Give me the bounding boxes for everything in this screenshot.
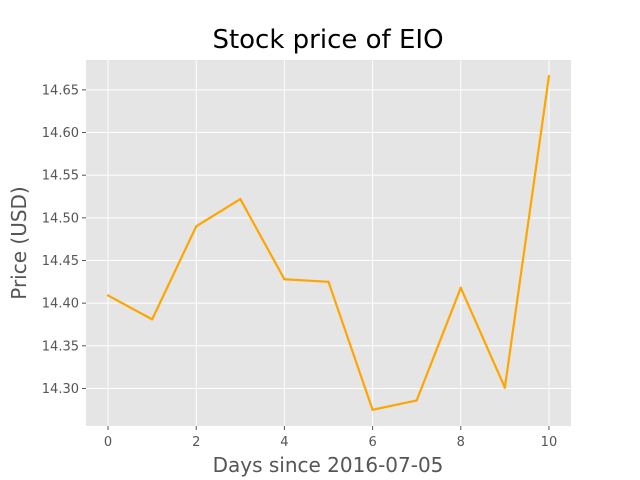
y-tick-label: 14.55 bbox=[42, 169, 79, 184]
y-axis-ticks: 14.30 14.35 14.40 14.45 14.50 14.55 14.60 14.65 bbox=[42, 83, 86, 397]
y-tick-label: 14.45 bbox=[42, 254, 79, 269]
price-point bbox=[327, 280, 330, 284]
x-tick-label: 8 bbox=[457, 435, 465, 450]
chart-title: Stock price of EIO bbox=[212, 25, 443, 55]
x-tick-label: 6 bbox=[368, 435, 376, 450]
x-tick-label: 4 bbox=[280, 435, 288, 450]
plot-area bbox=[86, 60, 571, 426]
y-tick-label: 14.50 bbox=[42, 211, 79, 226]
price-point bbox=[106, 294, 110, 297]
y-tick-label: 14.65 bbox=[42, 83, 79, 98]
y-axis-label: Price (USD) bbox=[7, 186, 31, 300]
price-point bbox=[239, 197, 242, 201]
series-layer bbox=[106, 75, 551, 411]
price-point bbox=[195, 225, 198, 228]
x-tick-label: 2 bbox=[192, 435, 200, 450]
price-point bbox=[371, 408, 374, 411]
price-point bbox=[547, 75, 551, 78]
x-tick-label: 0 bbox=[104, 435, 112, 450]
price-point bbox=[150, 318, 154, 321]
y-tick-label: 14.35 bbox=[42, 339, 79, 354]
x-axis-label: Days since 2016-07-05 bbox=[213, 453, 444, 477]
price-point bbox=[503, 386, 507, 389]
y-tick-label: 14.40 bbox=[42, 297, 79, 312]
x-tick-label: 10 bbox=[541, 435, 558, 450]
price-point bbox=[415, 399, 418, 402]
price-point bbox=[459, 286, 462, 289]
price-point bbox=[283, 278, 286, 281]
x-axis-ticks: 0 2 4 6 8 10 bbox=[104, 426, 557, 450]
grid-lines bbox=[86, 60, 571, 426]
y-tick-label: 14.60 bbox=[42, 126, 79, 141]
y-tick-label: 14.30 bbox=[42, 382, 79, 397]
